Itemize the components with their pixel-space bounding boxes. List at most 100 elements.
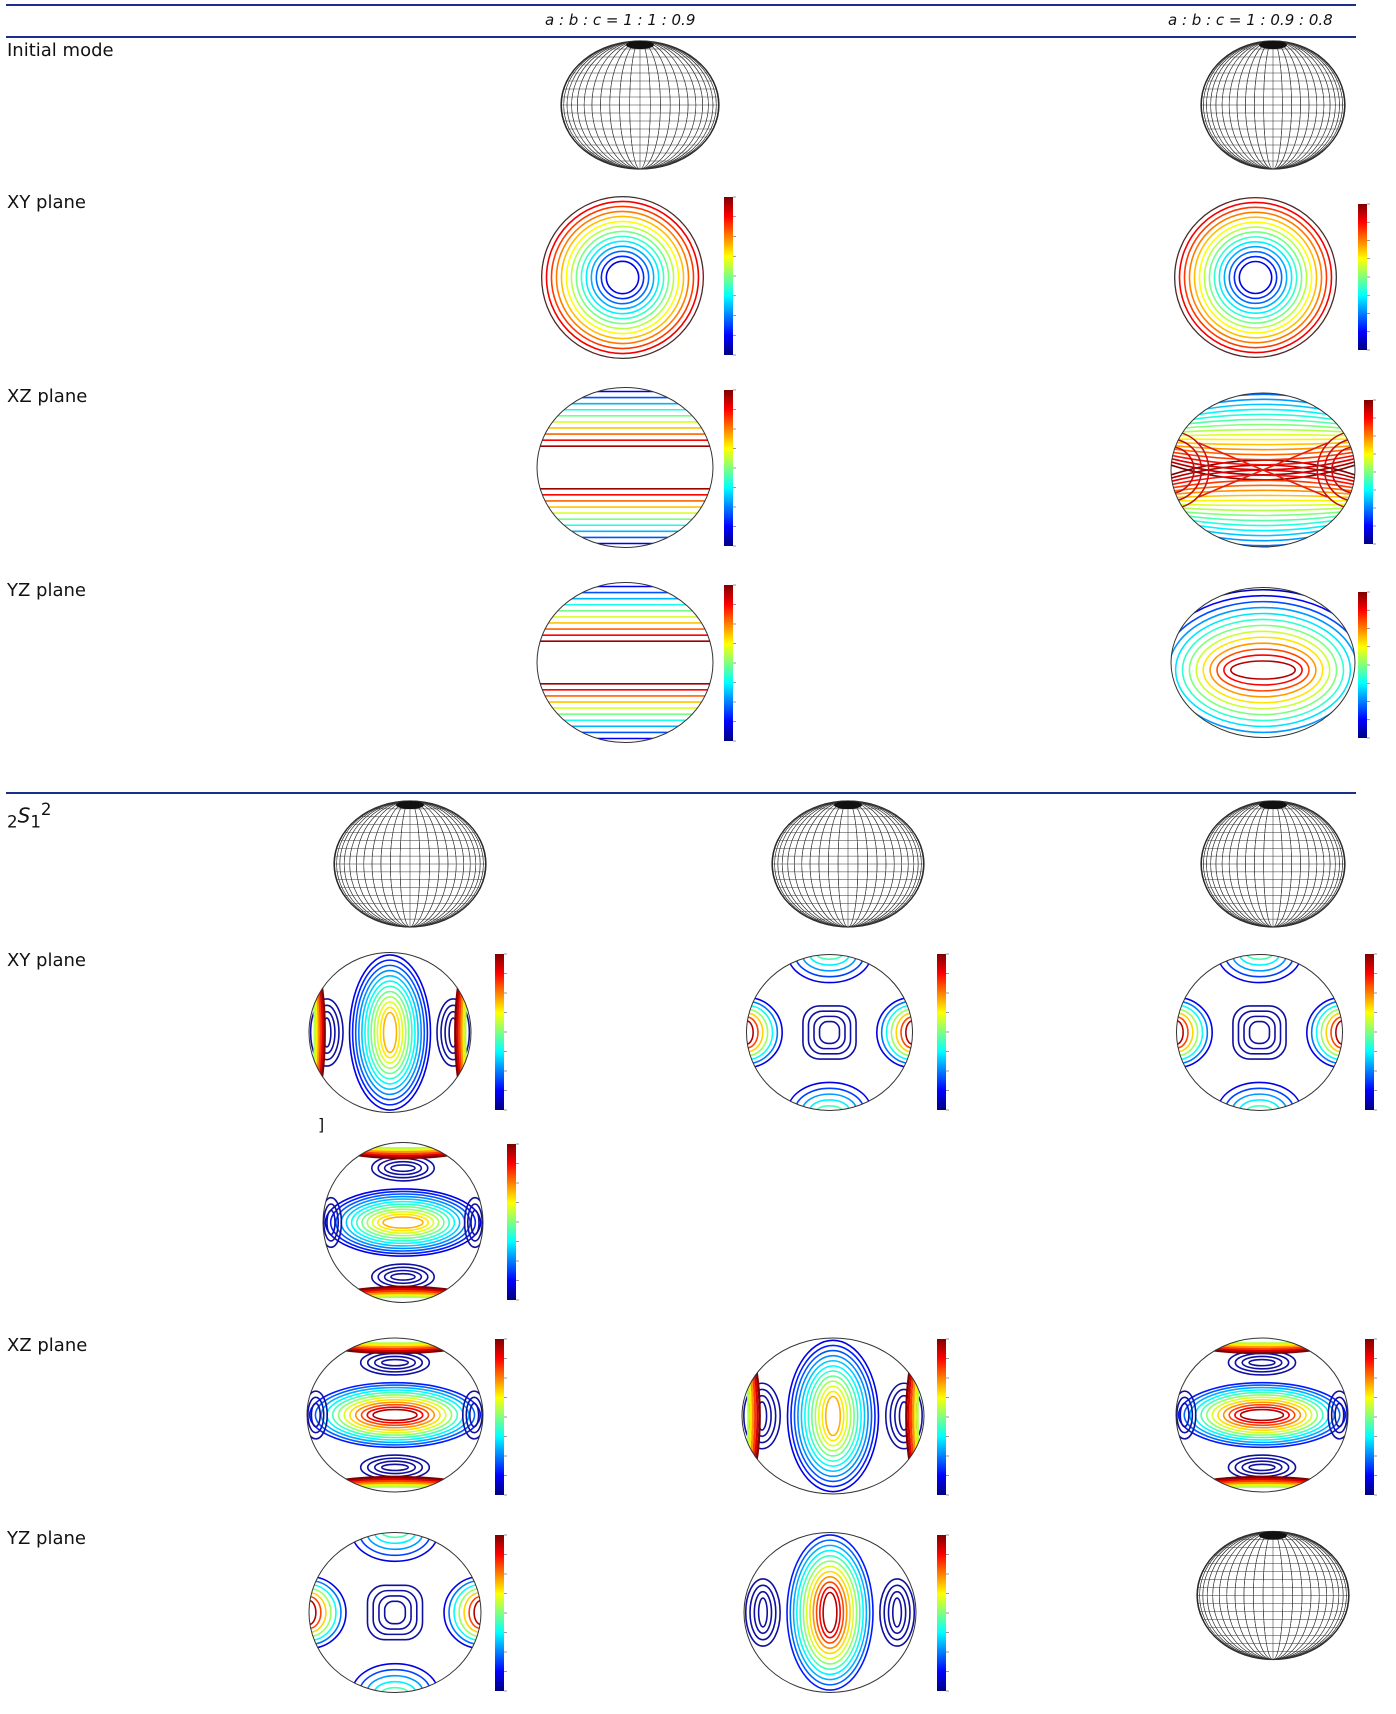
- contour-outline: [308, 1532, 482, 1693]
- contour-lines: [1171, 393, 1355, 547]
- colorbar-yz-s1-c2: [1356, 590, 1386, 740]
- contour-outline: [541, 196, 704, 359]
- contour-outline: [1174, 197, 1337, 358]
- colorbar-gradient: [724, 585, 733, 741]
- contour-lines: [309, 1532, 481, 1693]
- row-label-yz-plane-2: YZ plane: [7, 1528, 86, 1549]
- row-label-xy-plane-2: XY plane: [7, 950, 86, 971]
- contour-outline: [1170, 587, 1356, 738]
- mesh-lines: [771, 800, 925, 928]
- contour-lines: [742, 1338, 924, 1494]
- colorbar-gradient: [1358, 204, 1367, 350]
- contour-lines: [537, 585, 713, 740]
- colorbar-gradient: [495, 1339, 504, 1495]
- colorbar-gradient: [937, 1535, 946, 1691]
- colorbar-xy-s2-c3: [1363, 952, 1393, 1112]
- colorbar-xz-s1-c1: [722, 388, 752, 548]
- ellipsoid-mesh-s2-c1: [330, 798, 490, 930]
- ellipsoid-mesh-s1-c2: [1193, 40, 1353, 170]
- colorbar-gradient: [495, 1535, 504, 1691]
- colorbar-xz-s2-c3: [1363, 1337, 1393, 1497]
- colorbar-xz-s1-c2: [1362, 398, 1392, 546]
- contour-lines: [323, 1142, 483, 1303]
- column-header-2: a : b : c = 1 : 0.9 : 0.8: [1168, 11, 1333, 29]
- colorbar-xy-s1-c1: [722, 195, 752, 357]
- contour-xy-s2-c3: [1172, 950, 1347, 1115]
- mesh-lines: [333, 800, 487, 928]
- contour-yz-s1-c1: [535, 580, 715, 745]
- contour-lines: [744, 1534, 916, 1691]
- column-header-1: a : b : c = 1 : 1 : 0.9: [545, 11, 696, 29]
- contour-lines: [1176, 1338, 1348, 1492]
- contour-xy-s1-c2: [1168, 190, 1343, 365]
- row-label-yz-plane: YZ plane: [7, 580, 86, 601]
- contour-xy-s1-c1: [535, 190, 710, 365]
- contour-outline: [1176, 954, 1343, 1111]
- contour-xz-s1-c2: [1168, 390, 1358, 550]
- colorbar-xy-s1-c2: [1356, 202, 1386, 352]
- colorbar-extra-s2-c1: [505, 1142, 535, 1302]
- mesh-lines: [1196, 1530, 1350, 1661]
- ellipsoid-mesh-s1-c1: [555, 40, 725, 170]
- colorbar-gradient: [495, 954, 504, 1110]
- colorbar-gradient: [937, 954, 946, 1110]
- row-label-xz-plane: XZ plane: [7, 386, 88, 407]
- contour-lines: [309, 952, 471, 1113]
- contour-xz-s2-c3: [1172, 1335, 1352, 1495]
- contour-outline: [536, 387, 714, 548]
- contour-outline: [1175, 1337, 1349, 1493]
- colorbar-xz-s2-c2: [935, 1337, 965, 1497]
- colorbar-gradient: [1358, 592, 1367, 738]
- contour-xy-s2-c2: [742, 950, 917, 1115]
- contour-lines: [537, 390, 713, 545]
- ellipsoid-mesh-s2-yz-c3: [1193, 1528, 1353, 1663]
- bracket-mark: ]: [318, 1115, 325, 1134]
- row-label-xz-plane-2: XZ plane: [7, 1335, 88, 1356]
- contour-lines: [1176, 954, 1343, 1111]
- mode-label-2s1-2: 2S12: [7, 800, 52, 832]
- contour-outline: [746, 954, 913, 1111]
- colorbar-gradient: [507, 1144, 516, 1300]
- contour-lines: [541, 196, 704, 359]
- mesh-lines: [1200, 800, 1346, 928]
- ellipsoid-mesh-s2-c2: [768, 798, 928, 930]
- section-rule: [6, 792, 1356, 794]
- contour-xz-s2-c1: [305, 1335, 485, 1495]
- colorbar-xz-s2-c1: [493, 1337, 523, 1497]
- contour-extra-s2-c1: [318, 1140, 488, 1305]
- contour-yz-s2-c2: [740, 1530, 920, 1695]
- mesh-lines: [1200, 40, 1346, 170]
- contour-yz-s1-c2: [1168, 585, 1358, 740]
- colorbar-gradient: [1365, 954, 1374, 1110]
- contour-xy-s2-c1: [305, 950, 475, 1115]
- top-rule: [6, 4, 1356, 6]
- colorbar-gradient: [1364, 400, 1373, 544]
- colorbar-gradient: [1365, 1339, 1374, 1495]
- colorbar-yz-s1-c1: [722, 583, 752, 743]
- colorbar-gradient: [724, 197, 733, 355]
- contour-lines: [746, 954, 913, 1111]
- ellipsoid-mesh-s2-c3: [1193, 798, 1353, 930]
- contour-outline: [1170, 392, 1356, 548]
- contour-yz-s2-c1: [305, 1530, 485, 1695]
- colorbar-yz-s2-c1: [493, 1533, 523, 1693]
- mesh-lines: [560, 40, 720, 170]
- contour-lines: [1174, 197, 1337, 358]
- colorbar-gradient: [937, 1339, 946, 1495]
- row-label-xy-plane: XY plane: [7, 192, 86, 213]
- row-label-initial-mode: Initial mode: [7, 40, 114, 61]
- contour-outline: [322, 1142, 484, 1303]
- contour-xz-s2-c2: [738, 1335, 928, 1497]
- contour-outline: [308, 952, 472, 1113]
- contour-outline: [306, 1337, 484, 1493]
- contour-xz-s1-c1: [535, 385, 715, 550]
- contour-outline: [741, 1337, 925, 1495]
- contour-outline: [743, 1532, 917, 1693]
- contour-lines: [1171, 588, 1355, 738]
- colorbar-gradient: [724, 390, 733, 546]
- colorbar-xy-s2-c2: [935, 952, 965, 1112]
- contour-outline: [536, 582, 714, 743]
- header-rule: [6, 36, 1356, 38]
- colorbar-yz-s2-c2: [935, 1533, 965, 1693]
- contour-lines: [307, 1338, 483, 1492]
